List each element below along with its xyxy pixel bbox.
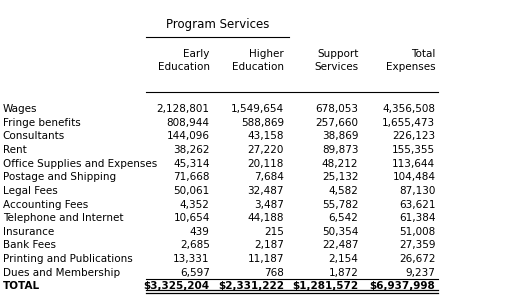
Text: 63,621: 63,621 — [399, 199, 435, 210]
Text: 20,118: 20,118 — [247, 158, 284, 169]
Text: Legal Fees: Legal Fees — [3, 186, 57, 196]
Text: 2,187: 2,187 — [254, 240, 284, 251]
Text: Early
Education: Early Education — [158, 49, 210, 72]
Text: TOTAL: TOTAL — [3, 281, 40, 291]
Text: 6,597: 6,597 — [180, 268, 210, 278]
Text: 26,672: 26,672 — [399, 254, 435, 264]
Text: 588,869: 588,869 — [241, 118, 284, 128]
Text: $1,281,572: $1,281,572 — [292, 281, 358, 291]
Text: Dues and Membership: Dues and Membership — [3, 268, 120, 278]
Text: $2,331,222: $2,331,222 — [218, 281, 284, 291]
Text: 27,220: 27,220 — [247, 145, 284, 155]
Text: Printing and Publications: Printing and Publications — [3, 254, 132, 264]
Text: 2,685: 2,685 — [180, 240, 210, 251]
Text: Consultants: Consultants — [3, 131, 65, 142]
Text: 3,487: 3,487 — [254, 199, 284, 210]
Text: Support
Services: Support Services — [314, 49, 358, 72]
Text: Insurance: Insurance — [3, 227, 54, 237]
Text: 1,549,654: 1,549,654 — [231, 104, 284, 114]
Text: 2,128,801: 2,128,801 — [157, 104, 210, 114]
Text: 4,582: 4,582 — [329, 186, 358, 196]
Text: 215: 215 — [264, 227, 284, 237]
Text: 1,655,473: 1,655,473 — [382, 118, 435, 128]
Text: 104,484: 104,484 — [392, 172, 435, 182]
Text: 71,668: 71,668 — [173, 172, 210, 182]
Text: 808,944: 808,944 — [167, 118, 210, 128]
Text: 678,053: 678,053 — [315, 104, 358, 114]
Text: 4,356,508: 4,356,508 — [382, 104, 435, 114]
Text: 38,869: 38,869 — [322, 131, 358, 142]
Text: 55,782: 55,782 — [322, 199, 358, 210]
Text: $6,937,998: $6,937,998 — [370, 281, 435, 291]
Text: 51,008: 51,008 — [399, 227, 435, 237]
Text: 4,352: 4,352 — [180, 199, 210, 210]
Text: Telephone and Internet: Telephone and Internet — [3, 213, 123, 223]
Text: 22,487: 22,487 — [322, 240, 358, 251]
Text: 50,061: 50,061 — [174, 186, 210, 196]
Text: 32,487: 32,487 — [247, 186, 284, 196]
Text: 144,096: 144,096 — [167, 131, 210, 142]
Text: 50,354: 50,354 — [322, 227, 358, 237]
Text: 257,660: 257,660 — [315, 118, 358, 128]
Text: Rent: Rent — [3, 145, 27, 155]
Text: 6,542: 6,542 — [329, 213, 358, 223]
Text: 48,212: 48,212 — [322, 158, 358, 169]
Text: 13,331: 13,331 — [173, 254, 210, 264]
Text: $3,325,204: $3,325,204 — [143, 281, 210, 291]
Text: 768: 768 — [264, 268, 284, 278]
Text: 10,654: 10,654 — [173, 213, 210, 223]
Text: 439: 439 — [190, 227, 210, 237]
Text: 25,132: 25,132 — [322, 172, 358, 182]
Text: Postage and Shipping: Postage and Shipping — [3, 172, 116, 182]
Text: Total
Expenses: Total Expenses — [386, 49, 435, 72]
Text: 87,130: 87,130 — [399, 186, 435, 196]
Text: Bank Fees: Bank Fees — [3, 240, 56, 251]
Text: 155,355: 155,355 — [392, 145, 435, 155]
Text: 113,644: 113,644 — [392, 158, 435, 169]
Text: 45,314: 45,314 — [173, 158, 210, 169]
Text: 44,188: 44,188 — [247, 213, 284, 223]
Text: Higher
Education: Higher Education — [232, 49, 284, 72]
Text: Fringe benefits: Fringe benefits — [3, 118, 80, 128]
Text: 89,873: 89,873 — [322, 145, 358, 155]
Text: 7,684: 7,684 — [254, 172, 284, 182]
Text: 43,158: 43,158 — [247, 131, 284, 142]
Text: Program Services: Program Services — [166, 18, 269, 31]
Text: Accounting Fees: Accounting Fees — [3, 199, 88, 210]
Text: 1,872: 1,872 — [329, 268, 358, 278]
Text: 2,154: 2,154 — [329, 254, 358, 264]
Text: 61,384: 61,384 — [399, 213, 435, 223]
Text: Office Supplies and Expenses: Office Supplies and Expenses — [3, 158, 157, 169]
Text: 38,262: 38,262 — [173, 145, 210, 155]
Text: 27,359: 27,359 — [399, 240, 435, 251]
Text: 9,237: 9,237 — [406, 268, 435, 278]
Text: Wages: Wages — [3, 104, 37, 114]
Text: 226,123: 226,123 — [392, 131, 435, 142]
Text: 11,187: 11,187 — [247, 254, 284, 264]
